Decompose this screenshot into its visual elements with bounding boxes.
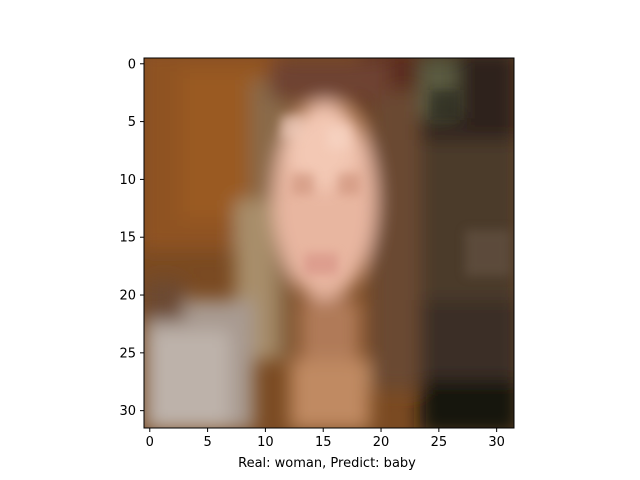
pixelated-photo [144, 58, 514, 428]
x-axis-label: Real: woman, Predict: baby [238, 456, 416, 471]
y-tick-label: 10 [119, 173, 136, 188]
x-axis-ticks: 0 5 10 15 20 25 30 [146, 428, 505, 450]
x-tick-label: 10 [257, 435, 274, 450]
y-tick-label: 5 [128, 115, 136, 130]
x-tick-label: 25 [431, 435, 448, 450]
y-tick-label: 25 [119, 346, 136, 361]
y-tick-label: 20 [119, 289, 136, 304]
y-tick-label: 30 [119, 404, 136, 419]
x-tick-label: 30 [488, 435, 505, 450]
y-tick-label: 15 [119, 231, 136, 246]
y-axis-ticks: 0 5 10 15 20 25 30 [119, 57, 144, 419]
y-tick-label: 0 [128, 57, 136, 72]
axes-frame [143, 57, 515, 429]
x-tick-label: 15 [315, 435, 332, 450]
x-tick-label: 5 [203, 435, 211, 450]
x-tick-label: 20 [373, 435, 390, 450]
x-tick-label: 0 [146, 435, 154, 450]
